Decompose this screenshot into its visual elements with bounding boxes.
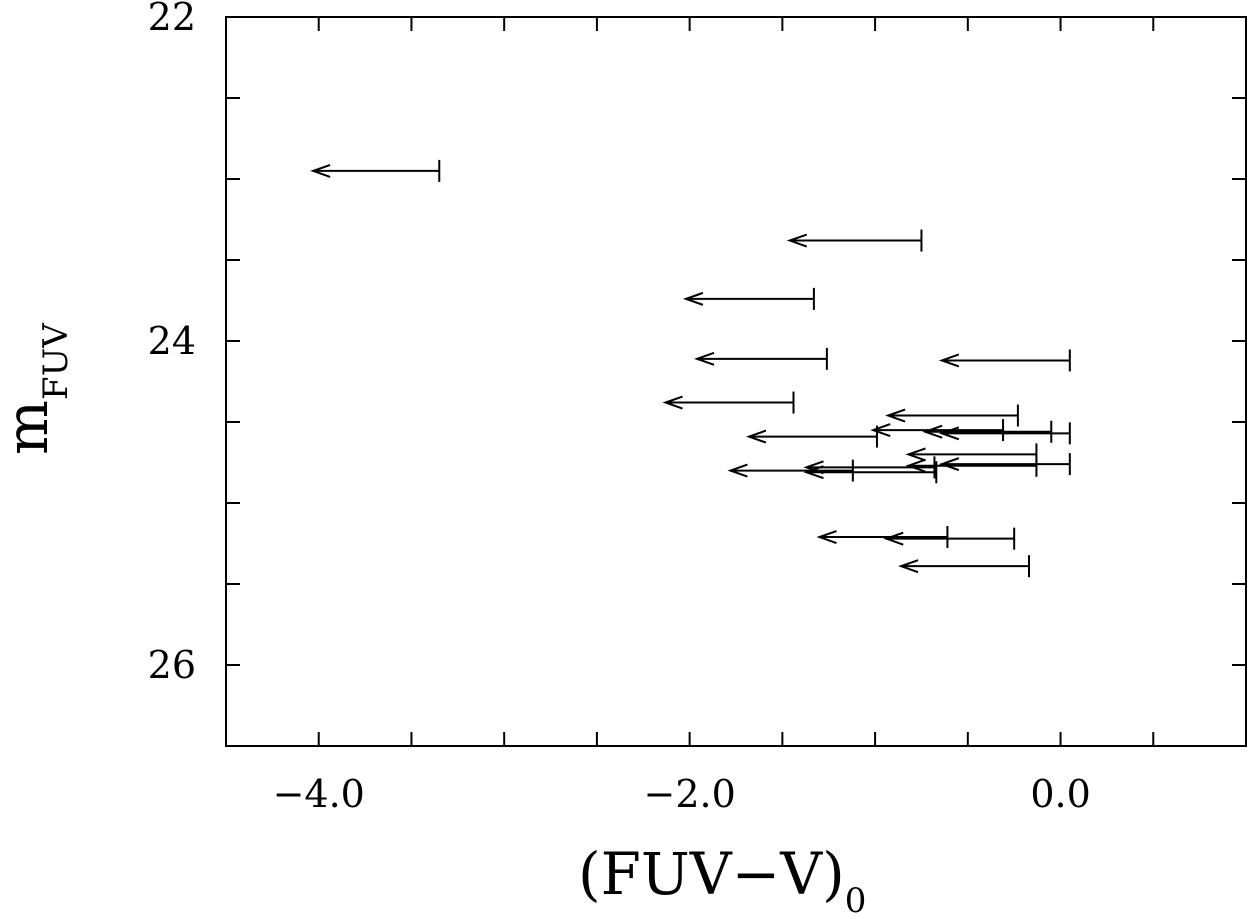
arrow-head bbox=[745, 429, 767, 444]
arrow-head bbox=[727, 463, 748, 478]
tick-labels: −4.0 −2.0 0.0 22 24 26 bbox=[148, 0, 1091, 816]
arrow-head bbox=[885, 408, 906, 423]
upper-limit-arrow bbox=[938, 349, 1071, 372]
arrow-head bbox=[803, 465, 824, 480]
x-axis-title-text: (FUV−V) bbox=[578, 840, 845, 908]
upper-limit-arrow bbox=[885, 404, 1019, 427]
y-axis-title: mFUV bbox=[0, 322, 76, 455]
upper-limit-arrow bbox=[905, 443, 1038, 466]
arrow-head bbox=[938, 426, 960, 441]
upper-limit-arrow bbox=[905, 454, 1038, 477]
minor-ticks bbox=[226, 17, 1246, 746]
arrow-head bbox=[870, 423, 891, 438]
arrow-head bbox=[938, 457, 960, 472]
x-tick-label: 0.0 bbox=[1030, 772, 1090, 816]
upper-limit-arrow bbox=[803, 456, 936, 479]
y-axis-title-subscript: FUV bbox=[36, 322, 76, 400]
arrow-head bbox=[310, 163, 331, 178]
arrow-head bbox=[898, 559, 919, 574]
upper-limit-arrow bbox=[938, 453, 1071, 476]
upper-limit-arrow bbox=[883, 527, 1016, 550]
arrow-head bbox=[905, 458, 926, 473]
upper-limit-arrow bbox=[803, 461, 938, 484]
upper-limit-arrow bbox=[786, 229, 923, 252]
arrow-head bbox=[662, 395, 683, 410]
y-axis-title-text: m bbox=[0, 400, 61, 455]
y-tick-label: 24 bbox=[148, 319, 196, 363]
arrow-head bbox=[694, 351, 715, 366]
x-axis-title-subscript: 0 bbox=[845, 881, 867, 919]
x-tick-label: −2.0 bbox=[643, 772, 735, 816]
x-axis-title: (FUV−V)0 bbox=[578, 840, 866, 919]
upper-limit-arrow bbox=[682, 287, 815, 310]
upper-limit-arrow bbox=[816, 526, 949, 549]
upper-limit-arrow bbox=[938, 422, 1071, 445]
arrow-head bbox=[905, 447, 926, 462]
data-points bbox=[310, 159, 1071, 578]
arrow-head bbox=[938, 353, 960, 368]
arrow-head bbox=[682, 291, 704, 306]
arrow-head bbox=[922, 424, 943, 439]
upper-limit-arrow bbox=[870, 419, 1005, 442]
upper-limit-arrow bbox=[745, 425, 878, 448]
arrow-head bbox=[786, 233, 808, 248]
upper-limit-arrow bbox=[898, 555, 1031, 578]
x-tick-label: −4.0 bbox=[273, 772, 365, 816]
plot-frame bbox=[225, 16, 1247, 747]
upper-limit-arrow bbox=[727, 459, 854, 482]
y-tick-label: 26 bbox=[148, 643, 196, 687]
upper-limit-arrow bbox=[662, 391, 795, 414]
arrow-head bbox=[883, 531, 904, 546]
upper-limit-arrow bbox=[310, 159, 441, 182]
upper-limit-arrow bbox=[694, 347, 828, 370]
arrow-head bbox=[816, 530, 837, 544]
y-tick-label: 22 bbox=[148, 0, 196, 39]
